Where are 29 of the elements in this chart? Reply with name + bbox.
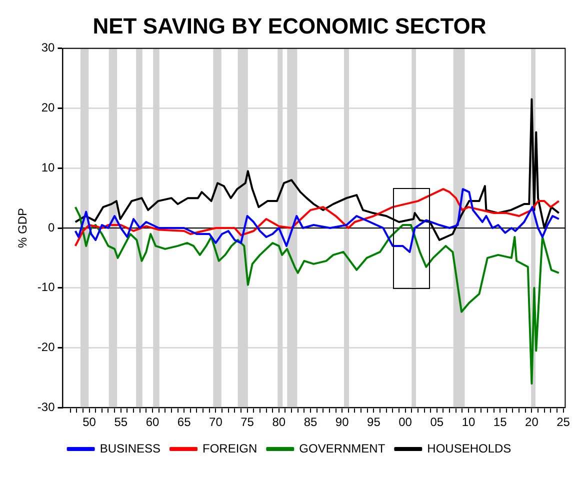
x-tick-label: 05 bbox=[430, 415, 444, 430]
y-axis-title: % GDP bbox=[16, 208, 30, 248]
x-tick-label: 70 bbox=[209, 415, 223, 430]
x-tick-label: 15 bbox=[493, 415, 508, 430]
x-tick-label: 60 bbox=[146, 415, 160, 430]
x-tick-label: 20 bbox=[525, 415, 539, 430]
x-tick-label: 80 bbox=[272, 415, 286, 430]
y-tick-label: 20 bbox=[41, 100, 56, 115]
x-tick-label: 95 bbox=[367, 415, 381, 430]
x-tick-label: 50 bbox=[82, 415, 96, 430]
legend-label: FOREIGN bbox=[202, 441, 258, 456]
legend-label: GOVERNMENT bbox=[299, 441, 386, 456]
y-tick-label: 10 bbox=[41, 160, 56, 174]
x-tick-label: 85 bbox=[304, 415, 318, 430]
y-tick-label: 0 bbox=[48, 220, 56, 234]
chart-title: NET SAVING BY ECONOMIC SECTOR bbox=[92, 13, 486, 38]
x-tick-label: 00 bbox=[398, 415, 412, 430]
y-tick-label: -10 bbox=[37, 280, 56, 294]
y-tick-label: -30 bbox=[37, 400, 56, 414]
x-tick-label: 75 bbox=[240, 415, 254, 430]
x-tick-label: 25 bbox=[556, 415, 570, 430]
x-tick-label: 55 bbox=[114, 415, 128, 430]
x-tick-label: 90 bbox=[335, 415, 350, 430]
x-tick-label: 10 bbox=[462, 415, 476, 430]
legend-label: HOUSEHOLDS bbox=[427, 441, 512, 456]
x-tick-label: 65 bbox=[177, 415, 192, 430]
y-tick-label: -20 bbox=[37, 340, 56, 354]
y-tick-label: 30 bbox=[41, 40, 56, 55]
legend-label: BUSINESS bbox=[100, 441, 160, 456]
